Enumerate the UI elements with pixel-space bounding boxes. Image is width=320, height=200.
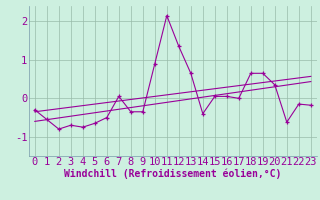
X-axis label: Windchill (Refroidissement éolien,°C): Windchill (Refroidissement éolien,°C) — [64, 169, 282, 179]
